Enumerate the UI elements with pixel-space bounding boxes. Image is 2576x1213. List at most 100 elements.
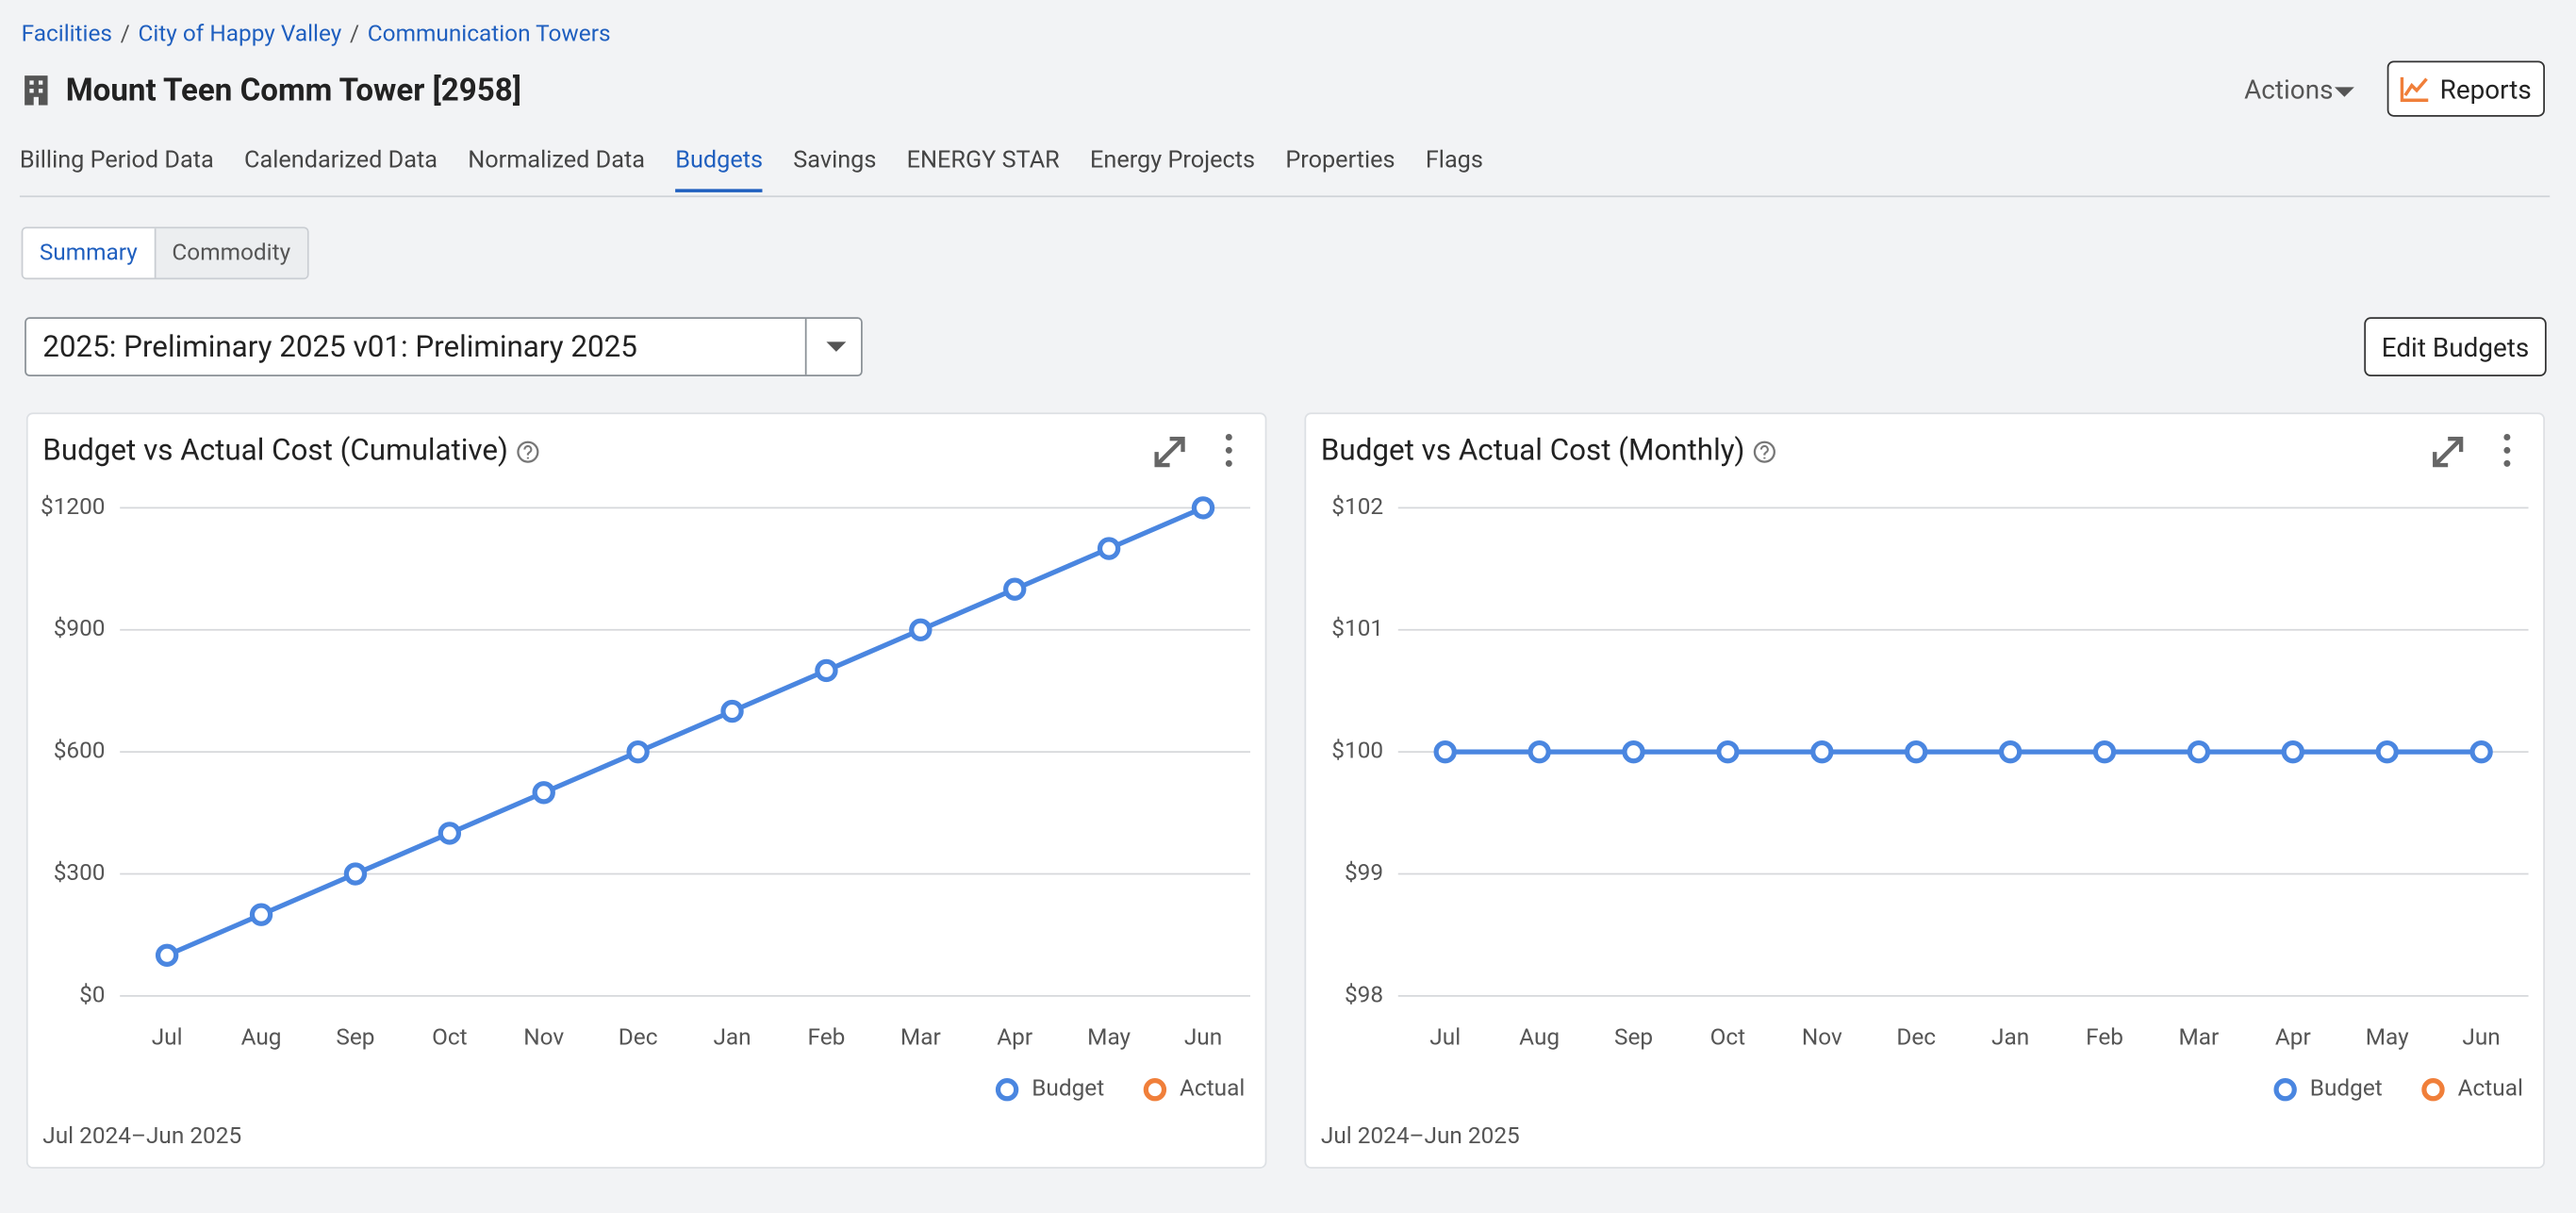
data-point: [1998, 739, 2023, 764]
x-tick-label: May: [2366, 1023, 2409, 1051]
actions-menu[interactable]: Actions: [2244, 74, 2356, 106]
data-point: [815, 658, 838, 683]
budget-select[interactable]: 2025: Preliminary 2025 v01: Preliminary …: [25, 317, 863, 377]
tab[interactable]: Calendarized Data: [244, 146, 438, 174]
y-tick-label: $100: [1331, 737, 1383, 764]
tab[interactable]: Billing Period Data: [19, 146, 214, 174]
chart-title: Budget vs Actual Cost (Monthly): [1321, 432, 1745, 467]
chart-title: Budget vs Actual Cost (Cumulative): [42, 432, 508, 467]
x-tick-label: Jun: [1184, 1023, 1222, 1051]
data-point: [2469, 739, 2493, 764]
edit-budgets-button[interactable]: Edit Budgets: [2364, 317, 2547, 377]
data-point: [1622, 739, 1645, 764]
legend-label[interactable]: Actual: [1180, 1074, 1245, 1102]
expand-icon[interactable]: [1154, 437, 1185, 468]
data-point: [1527, 739, 1551, 764]
legend-marker[interactable]: [995, 1078, 1019, 1102]
data-point: [2375, 739, 2399, 764]
chart: Budget vs Actual Cost (Cumulative) $0 $300…: [41, 432, 1250, 1149]
tab[interactable]: Budgets: [675, 146, 764, 192]
x-tick-label: Dec: [1896, 1023, 1936, 1051]
menu-dot[interactable]: [1225, 459, 1232, 467]
subtabs: Summary Commodity: [21, 226, 309, 280]
legend-marker[interactable]: [2421, 1078, 2445, 1102]
x-tick-label: Feb: [2086, 1023, 2123, 1051]
data-point: [626, 739, 650, 764]
data-point: [249, 903, 273, 926]
data-point: [1433, 739, 1457, 764]
reports-button[interactable]: Reports: [2386, 60, 2545, 117]
data-point: [438, 822, 462, 845]
breadcrumb[interactable]: Communication Towers: [367, 21, 611, 48]
help-circle: [517, 440, 539, 463]
x-tick-label: May: [1087, 1023, 1131, 1051]
tab[interactable]: Flags: [1425, 146, 1483, 174]
building-icon: [25, 75, 48, 106]
chart-card: Budget vs Actual Cost (Cumulative) $0 $300…: [25, 412, 1267, 1169]
menu-dot[interactable]: [2503, 459, 2511, 467]
x-tick-label: Sep: [336, 1023, 374, 1051]
series-line: [166, 506, 1205, 958]
menu-dot[interactable]: [1225, 446, 1232, 454]
legend-marker[interactable]: [2273, 1078, 2297, 1102]
tabs: Billing Period Data Calendarized Data Norm…: [20, 146, 1483, 192]
y-tick-label: $300: [54, 858, 106, 886]
x-tick-label: Aug: [1519, 1023, 1560, 1051]
tab[interactable]: Normalized Data: [468, 146, 646, 174]
edit-budgets-label[interactable]: Edit Budgets: [2381, 331, 2530, 363]
actions-label[interactable]: Actions: [2244, 74, 2334, 106]
subtab[interactable]: Commodity: [154, 228, 307, 278]
breadcrumb[interactable]: Facilities: [21, 21, 113, 48]
budget-select-value[interactable]: 2025: Preliminary 2025 v01: Preliminary …: [42, 330, 637, 365]
y-tick-label: $900: [54, 614, 106, 641]
x-tick-label: Jan: [713, 1023, 751, 1051]
data-point: [343, 862, 368, 886]
y-tick-label: $102: [1331, 492, 1383, 520]
tab[interactable]: ENERGY STAR: [906, 146, 1060, 174]
data-point: [155, 943, 179, 967]
data-point: [1191, 496, 1215, 520]
help-circle: [1753, 440, 1775, 463]
tab[interactable]: Savings: [793, 146, 877, 174]
breadcrumb-separator: /: [120, 21, 130, 48]
tab[interactable]: Energy Projects: [1090, 146, 1256, 174]
caret: [2335, 87, 2355, 97]
data-point: [909, 618, 933, 641]
data-point: [1905, 739, 1928, 764]
help-mark: [1759, 444, 1769, 459]
chart-card: Budget vs Actual Cost (Monthly) $98 $99 $10…: [1304, 412, 2545, 1169]
x-tick-label: Mar: [900, 1023, 941, 1051]
menu-dot[interactable]: [1225, 433, 1232, 440]
legend-label[interactable]: Budget: [2310, 1074, 2383, 1102]
x-tick-label: Oct: [1710, 1023, 1746, 1051]
x-tick-label: Jan: [1991, 1023, 2029, 1051]
legend-label[interactable]: Actual: [2458, 1074, 2523, 1102]
data-point: [2187, 739, 2211, 764]
breadcrumbs: Facilities / City of Happy Valley / Communic…: [22, 22, 611, 48]
legend-label[interactable]: Budget: [1032, 1074, 1104, 1102]
data-point: [532, 781, 555, 805]
x-tick-label: Nov: [523, 1023, 564, 1051]
x-tick-label: Jul: [1429, 1023, 1461, 1051]
help-icon: [517, 440, 539, 463]
subtab[interactable]: Summary: [23, 228, 155, 278]
legend-marker[interactable]: [1143, 1078, 1167, 1102]
breadcrumb-separator: /: [350, 21, 360, 48]
tab[interactable]: Properties: [1285, 146, 1395, 174]
menu-dot[interactable]: [2503, 433, 2511, 440]
breadcrumb[interactable]: City of Happy Valley: [138, 21, 342, 48]
x-tick-label: Sep: [1614, 1023, 1653, 1051]
caret: [826, 341, 847, 352]
x-tick-label: Jul: [152, 1023, 183, 1051]
data-point: [2092, 739, 2117, 764]
x-tick-label: Aug: [241, 1023, 282, 1051]
x-tick-label: Apr: [997, 1023, 1032, 1051]
reports-label[interactable]: Reports: [2439, 73, 2532, 105]
data-point: [1716, 739, 1740, 764]
x-tick-label: Oct: [432, 1023, 468, 1051]
page-title: Mount Teen Comm Tower [2958]: [65, 70, 521, 108]
menu-dot[interactable]: [2503, 446, 2511, 454]
expand-icon[interactable]: [2433, 437, 2464, 468]
data-point: [720, 699, 744, 723]
